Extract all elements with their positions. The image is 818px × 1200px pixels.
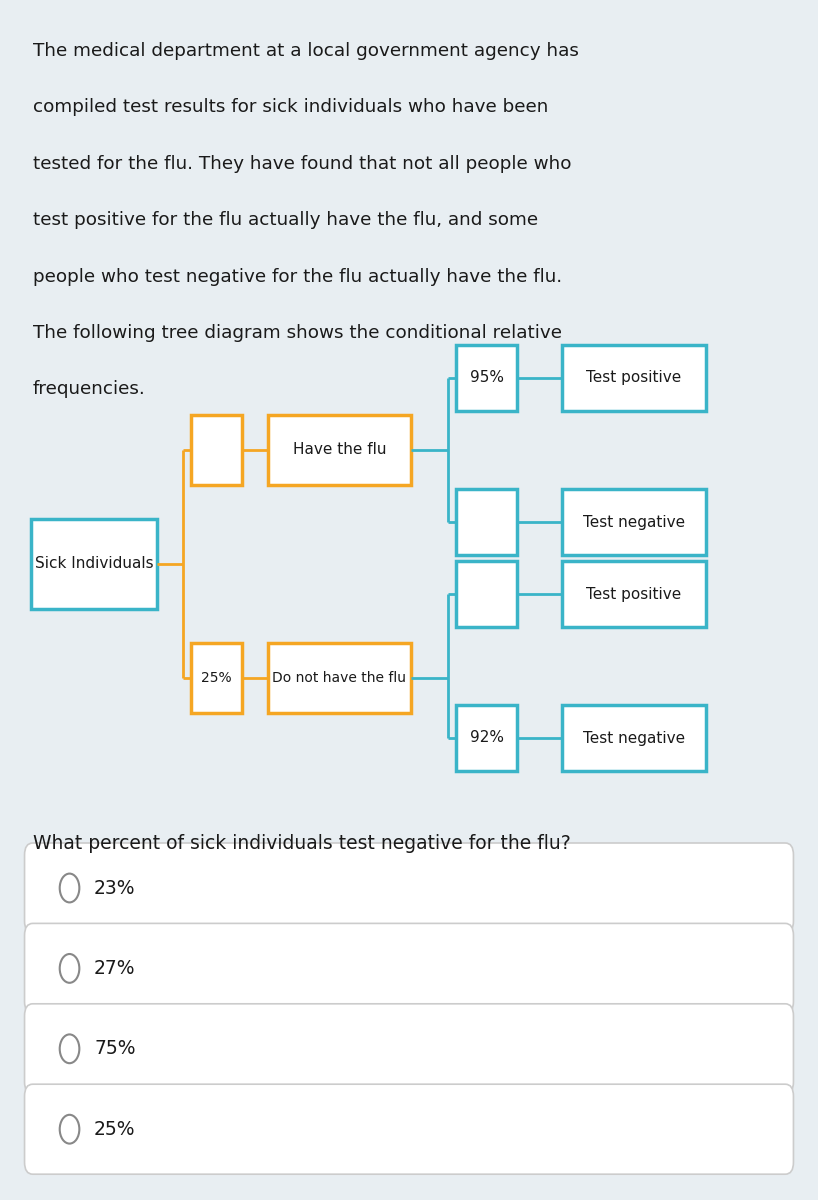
- FancyBboxPatch shape: [563, 344, 706, 410]
- FancyBboxPatch shape: [25, 924, 793, 1013]
- FancyBboxPatch shape: [563, 490, 706, 554]
- Text: frequencies.: frequencies.: [33, 380, 146, 398]
- Text: compiled test results for sick individuals who have been: compiled test results for sick individua…: [33, 98, 548, 116]
- FancyBboxPatch shape: [456, 704, 517, 770]
- Text: The medical department at a local government agency has: The medical department at a local govern…: [33, 42, 578, 60]
- Text: Test positive: Test positive: [587, 587, 681, 601]
- FancyBboxPatch shape: [25, 1085, 793, 1174]
- Text: The following tree diagram shows the conditional relative: The following tree diagram shows the con…: [33, 324, 562, 342]
- FancyBboxPatch shape: [25, 842, 793, 934]
- Text: Test positive: Test positive: [587, 371, 681, 385]
- Text: 27%: 27%: [94, 959, 136, 978]
- FancyBboxPatch shape: [268, 415, 411, 485]
- FancyBboxPatch shape: [456, 344, 517, 410]
- FancyBboxPatch shape: [563, 704, 706, 770]
- Text: 75%: 75%: [94, 1039, 136, 1058]
- FancyBboxPatch shape: [456, 490, 517, 554]
- Text: tested for the flu. They have found that not all people who: tested for the flu. They have found that…: [33, 155, 571, 173]
- Text: Test negative: Test negative: [583, 731, 685, 745]
- FancyBboxPatch shape: [31, 518, 157, 608]
- Text: 25%: 25%: [94, 1120, 136, 1139]
- Text: 92%: 92%: [470, 731, 504, 745]
- Text: Have the flu: Have the flu: [293, 443, 386, 457]
- Text: Do not have the flu: Do not have the flu: [272, 671, 407, 685]
- Text: Test negative: Test negative: [583, 515, 685, 529]
- Text: test positive for the flu actually have the flu, and some: test positive for the flu actually have …: [33, 211, 538, 229]
- FancyBboxPatch shape: [191, 643, 242, 713]
- Text: 95%: 95%: [470, 371, 504, 385]
- Text: Sick Individuals: Sick Individuals: [34, 557, 154, 571]
- Text: 23%: 23%: [94, 878, 136, 898]
- FancyBboxPatch shape: [456, 560, 517, 626]
- Text: people who test negative for the flu actually have the flu.: people who test negative for the flu act…: [33, 268, 562, 286]
- FancyBboxPatch shape: [563, 560, 706, 626]
- FancyBboxPatch shape: [268, 643, 411, 713]
- FancyBboxPatch shape: [25, 1003, 793, 1094]
- FancyBboxPatch shape: [191, 415, 242, 485]
- Text: What percent of sick individuals test negative for the flu?: What percent of sick individuals test ne…: [33, 834, 570, 853]
- Text: 25%: 25%: [201, 671, 232, 685]
